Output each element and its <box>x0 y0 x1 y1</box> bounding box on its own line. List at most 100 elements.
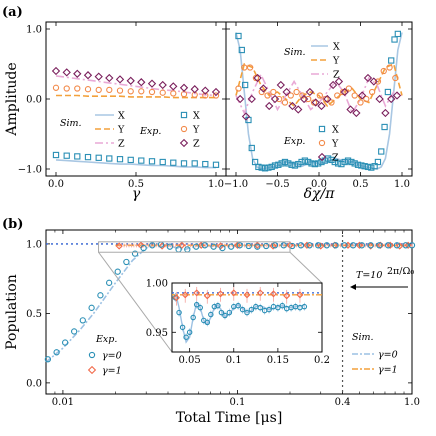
exp-point-gamma0 <box>71 328 78 335</box>
exp-point-z <box>369 77 378 86</box>
exp-point-y <box>363 95 370 103</box>
exp-point-z <box>352 108 361 118</box>
exp-point-gamma0 <box>193 243 200 250</box>
exp-point-y <box>316 92 323 99</box>
legend-sim-title: Sim. <box>60 118 82 129</box>
exp-point-gamma0 <box>271 242 279 249</box>
threshold-arrowhead <box>350 284 356 290</box>
exp-point-x <box>261 165 269 172</box>
exp-point-z <box>288 101 297 111</box>
exp-point-x <box>170 159 177 166</box>
exp-point-x <box>271 162 279 169</box>
inset-exp-point-gamma1 <box>256 289 264 297</box>
exp-point-x <box>388 57 395 64</box>
panel-b-label: (b) <box>2 217 23 232</box>
exp-point-z <box>241 112 251 121</box>
zoom-region <box>98 241 291 253</box>
x-tick-label: 0.05 <box>179 355 201 366</box>
y-axis-label: Population <box>4 274 20 350</box>
exp-point-x <box>159 158 166 166</box>
inset-exp-point-gamma0 <box>244 309 250 316</box>
exp-point-y <box>293 88 300 96</box>
exp-point-gamma0 <box>408 242 416 249</box>
exp-point-gamma0 <box>254 243 261 250</box>
exp-point-z <box>340 87 349 97</box>
exp-point-z <box>317 101 326 111</box>
legend-sim-label: Z <box>118 139 125 150</box>
y-tick-label: 0.95 <box>146 328 168 339</box>
exp-point-z <box>147 79 157 88</box>
exp-point-gamma0 <box>341 242 348 249</box>
exp-point-x <box>148 158 156 165</box>
exp-point-gamma0 <box>210 243 217 250</box>
exp-point-x <box>255 163 262 171</box>
exp-point-x <box>384 88 392 96</box>
exp-point-z <box>83 71 93 80</box>
legend-exp-label: X <box>332 125 339 136</box>
inset-exp-point-gamma1 <box>283 292 291 300</box>
y-tick-label: 1.00 <box>146 279 168 290</box>
exp-point-gamma0 <box>79 317 86 324</box>
legend-exp-label: X <box>193 111 200 122</box>
exp-point-x <box>288 161 295 168</box>
exp-point-z <box>259 84 268 93</box>
exp-point-z <box>311 98 320 107</box>
inset-exp-point-gamma0 <box>211 303 218 310</box>
exp-point-z <box>169 82 178 91</box>
exp-point-z <box>363 73 373 83</box>
exp-point-gamma0 <box>358 242 365 249</box>
exp-point-y <box>74 85 81 92</box>
exp-point-z <box>179 83 189 92</box>
exp-point-x <box>74 153 81 160</box>
exp-point-z <box>105 73 114 83</box>
exp-point-gamma0 <box>166 243 174 250</box>
legend-exp-label: Y <box>192 125 200 136</box>
inset-exp-point-gamma0 <box>197 304 203 311</box>
exp-point-z <box>323 94 332 104</box>
exp-point-x <box>391 36 398 43</box>
inset-exp-point-gamma0 <box>190 314 196 321</box>
exp-point-gamma0 <box>245 242 252 250</box>
exp-point-y <box>252 74 260 82</box>
legend-exp-marker-y <box>318 139 326 147</box>
exp-point-gamma1 <box>269 242 277 250</box>
exp-point-y <box>148 88 156 96</box>
exp-point-gamma1 <box>396 242 404 250</box>
exp-point-z <box>346 105 355 114</box>
exp-point-y <box>106 86 113 94</box>
inset-exp-point-gamma0 <box>179 324 186 331</box>
exp-point-x <box>258 164 265 171</box>
exp-point-gamma0 <box>367 242 374 249</box>
exp-point-z <box>115 75 125 84</box>
exp-point-z <box>305 87 315 97</box>
exp-point-y <box>270 88 277 96</box>
exp-point-y <box>52 84 60 91</box>
exp-point-z <box>387 94 396 104</box>
legend-sim-label: X <box>118 111 125 122</box>
panel-a-label: (a) <box>2 5 23 20</box>
exp-point-z <box>375 94 384 104</box>
exp-point-gamma0 <box>201 242 208 249</box>
exp-point-x <box>351 160 358 167</box>
exp-point-x <box>344 157 352 164</box>
exp-point-x <box>268 163 275 171</box>
inset-exp-point-gamma0 <box>204 319 211 326</box>
exp-point-y <box>170 90 177 97</box>
exp-point-gamma0 <box>236 242 243 249</box>
threshold-fraction: 2π/Ω₀ <box>387 266 414 277</box>
exp-point-gamma1 <box>303 241 311 249</box>
legend-sim-label: γ=1 <box>378 365 398 376</box>
exp-point-z <box>158 80 167 90</box>
legend-sim-label: X <box>333 42 340 53</box>
exp-point-x <box>354 161 362 168</box>
exp-point-x <box>241 81 249 89</box>
inset-exp-point-gamma1 <box>172 294 180 302</box>
legend-exp-label: γ=1 <box>102 366 122 377</box>
exp-point-x <box>84 153 92 161</box>
exp-point-gamma0 <box>131 250 139 257</box>
exp-point-gamma0 <box>62 339 69 346</box>
inset-exp-point-gamma0 <box>226 309 233 316</box>
inset-exp-point-gamma0 <box>222 312 228 319</box>
x-tick-label: 0.1 <box>226 355 242 366</box>
